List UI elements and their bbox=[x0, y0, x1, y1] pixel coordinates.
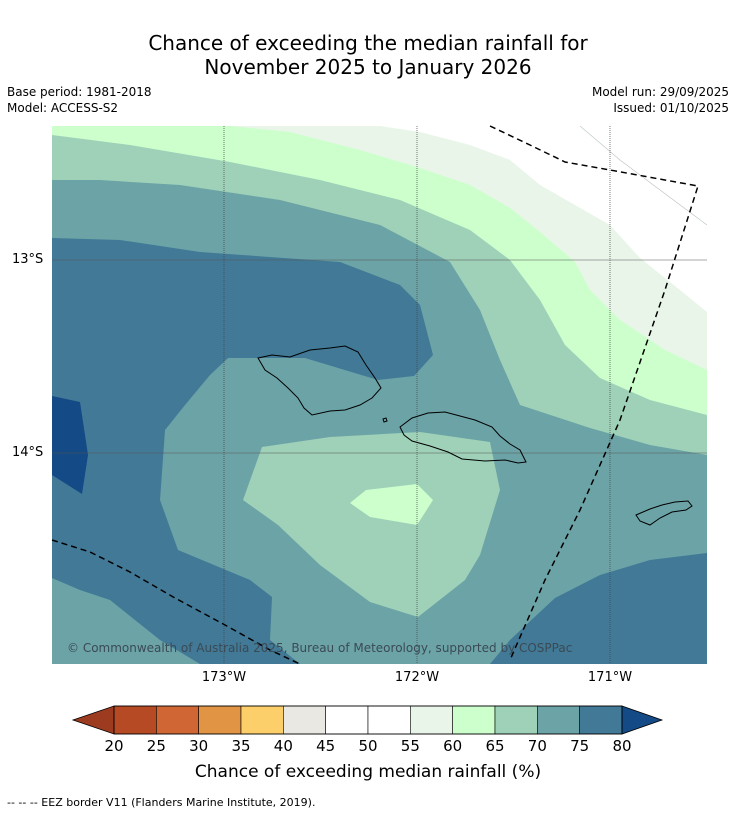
title-line-2: November 2025 to January 2026 bbox=[204, 55, 532, 79]
copyright-notice: © Commonwealth of Australia 2025, Bureau… bbox=[67, 641, 573, 655]
colorbar-tick-label: 50 bbox=[358, 737, 378, 755]
colorbar-tick-label: 30 bbox=[189, 737, 209, 755]
savaii-island bbox=[257, 345, 382, 416]
colorbar-tick-label: 65 bbox=[485, 737, 505, 755]
manono-islet bbox=[382, 417, 388, 423]
colorbar-cell bbox=[537, 705, 580, 735]
colorbar-tick-label: 80 bbox=[612, 737, 632, 755]
colorbar-cell bbox=[283, 705, 326, 735]
colorbar-cell bbox=[156, 705, 199, 735]
base-period: Base period: 1981-2018 bbox=[7, 85, 152, 99]
colorbar-tick-label: 25 bbox=[146, 737, 166, 755]
contour-70-75-sw bbox=[52, 578, 200, 664]
meta-right: Model run: 29/09/2025 Issued: 01/10/2025 bbox=[592, 84, 729, 116]
colorbar-tick-label: 40 bbox=[273, 737, 293, 755]
eez-footnote: -- -- -- EEZ border V11 (Flanders Marine… bbox=[7, 796, 316, 809]
meta-left: Base period: 1981-2018 Model: ACCESS-S2 bbox=[7, 84, 152, 116]
colorbar-tick-label: 60 bbox=[443, 737, 463, 755]
contour-60-65-central bbox=[350, 484, 433, 525]
issued-date: Issued: 01/10/2025 bbox=[613, 101, 729, 115]
title-line-1: Chance of exceeding the median rainfall … bbox=[148, 31, 588, 55]
colorbar-title: Chance of exceeding median rainfall (%) bbox=[194, 762, 542, 782]
contour-65-70-central bbox=[243, 432, 500, 617]
model-run: Model run: 29/09/2025 bbox=[591, 85, 729, 99]
colorbar-cell bbox=[494, 705, 538, 735]
tutuila-island bbox=[635, 500, 693, 526]
colorbar-tick-label: 70 bbox=[527, 737, 547, 755]
colorbar-tick-label: 45 bbox=[316, 737, 336, 755]
eez-border bbox=[51, 125, 699, 665]
colorbar-cell bbox=[367, 705, 411, 735]
contour-80-plus bbox=[52, 396, 88, 494]
colorbar-tick-label: 75 bbox=[570, 737, 590, 755]
colorbar bbox=[71, 705, 664, 735]
lat-label-14s: 14°S bbox=[12, 445, 44, 460]
lon-label-172w: 172°W bbox=[394, 670, 440, 685]
lon-label-173w: 173°W bbox=[201, 670, 247, 685]
colorbar-tick-label: 20 bbox=[104, 737, 124, 755]
contour-line-nw bbox=[579, 126, 707, 226]
colorbar-tick-label: 35 bbox=[231, 737, 251, 755]
map-title: Chance of exceeding the median rainfall … bbox=[0, 31, 736, 79]
eez-border-southwest bbox=[51, 539, 301, 665]
colorbar-cell bbox=[452, 705, 496, 735]
colorbar-low-extension bbox=[71, 705, 115, 735]
colorbar-cell bbox=[198, 705, 242, 735]
colorbar-cell bbox=[240, 705, 284, 735]
contour-layer bbox=[52, 126, 707, 664]
model-name: Model: ACCESS-S2 bbox=[7, 101, 119, 115]
colorbar-tick-label: 55 bbox=[400, 737, 420, 755]
colorbar-high-extension bbox=[621, 705, 664, 735]
lon-label-171w: 171°W bbox=[587, 670, 633, 685]
lat-label-13s: 13°S bbox=[12, 252, 44, 267]
colorbar-cell bbox=[579, 705, 623, 735]
colorbar-cell bbox=[113, 705, 157, 735]
coastlines bbox=[257, 345, 693, 526]
colorbar-cell bbox=[410, 705, 453, 735]
graticule bbox=[223, 126, 611, 664]
colorbar-cell bbox=[325, 705, 369, 735]
eez-border-east bbox=[489, 125, 699, 661]
colorbar-frame bbox=[113, 705, 623, 735]
parallels bbox=[52, 259, 707, 454]
colorbar-cells bbox=[113, 705, 623, 735]
upolu-island bbox=[399, 411, 527, 464]
